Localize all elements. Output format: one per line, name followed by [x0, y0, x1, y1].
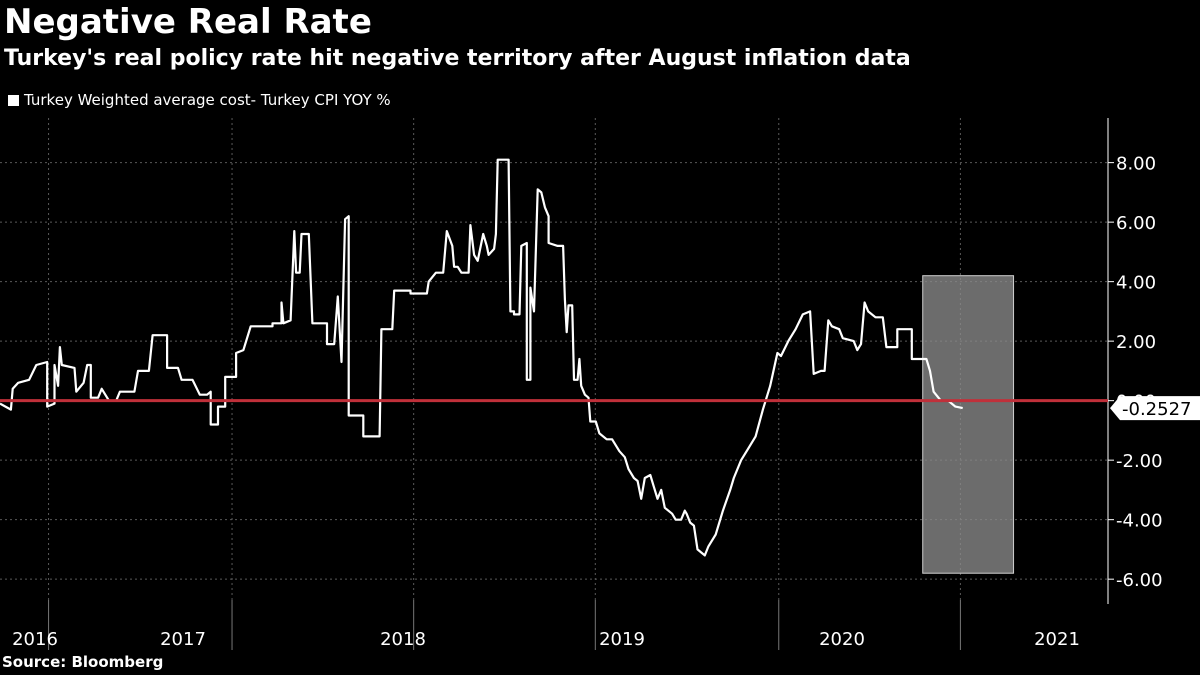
- source-label: Source: Bloomberg: [2, 653, 164, 671]
- x-year-label: 2016: [12, 629, 58, 650]
- x-year-label: 2017: [160, 629, 206, 650]
- y-tick-label: -4.00: [1116, 511, 1163, 532]
- y-tick-label: 8.00: [1116, 154, 1156, 175]
- series-line: [0, 158, 963, 557]
- y-tick-label: 4.00: [1116, 273, 1156, 294]
- highlight-region: [922, 275, 1015, 574]
- y-tick-label: 2.00: [1116, 332, 1156, 353]
- legend: Turkey Weighted average cost- Turkey CPI…: [8, 91, 391, 109]
- chart-title: Negative Real Rate: [4, 2, 372, 42]
- y-tick-label: -6.00: [1116, 570, 1163, 591]
- x-year-label: 2021: [1034, 629, 1080, 650]
- last-value-label: -0.2527: [1122, 399, 1191, 420]
- x-year-label: 2020: [819, 629, 865, 650]
- chart-subtitle: Turkey's real policy rate hit negative t…: [4, 46, 911, 71]
- last-value-callout: [1110, 396, 1200, 421]
- x-year-label: 2018: [380, 629, 426, 650]
- x-year-label: 2019: [599, 629, 645, 650]
- y-tick-label: 6.00: [1116, 213, 1156, 234]
- y-tick-label: -2.00: [1116, 451, 1163, 472]
- legend-swatch-icon: [8, 94, 19, 106]
- legend-label: Turkey Weighted average cost- Turkey CPI…: [24, 91, 391, 109]
